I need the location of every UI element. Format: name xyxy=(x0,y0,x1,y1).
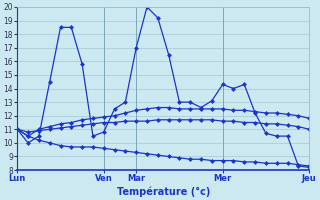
X-axis label: Température (°c): Température (°c) xyxy=(116,186,210,197)
